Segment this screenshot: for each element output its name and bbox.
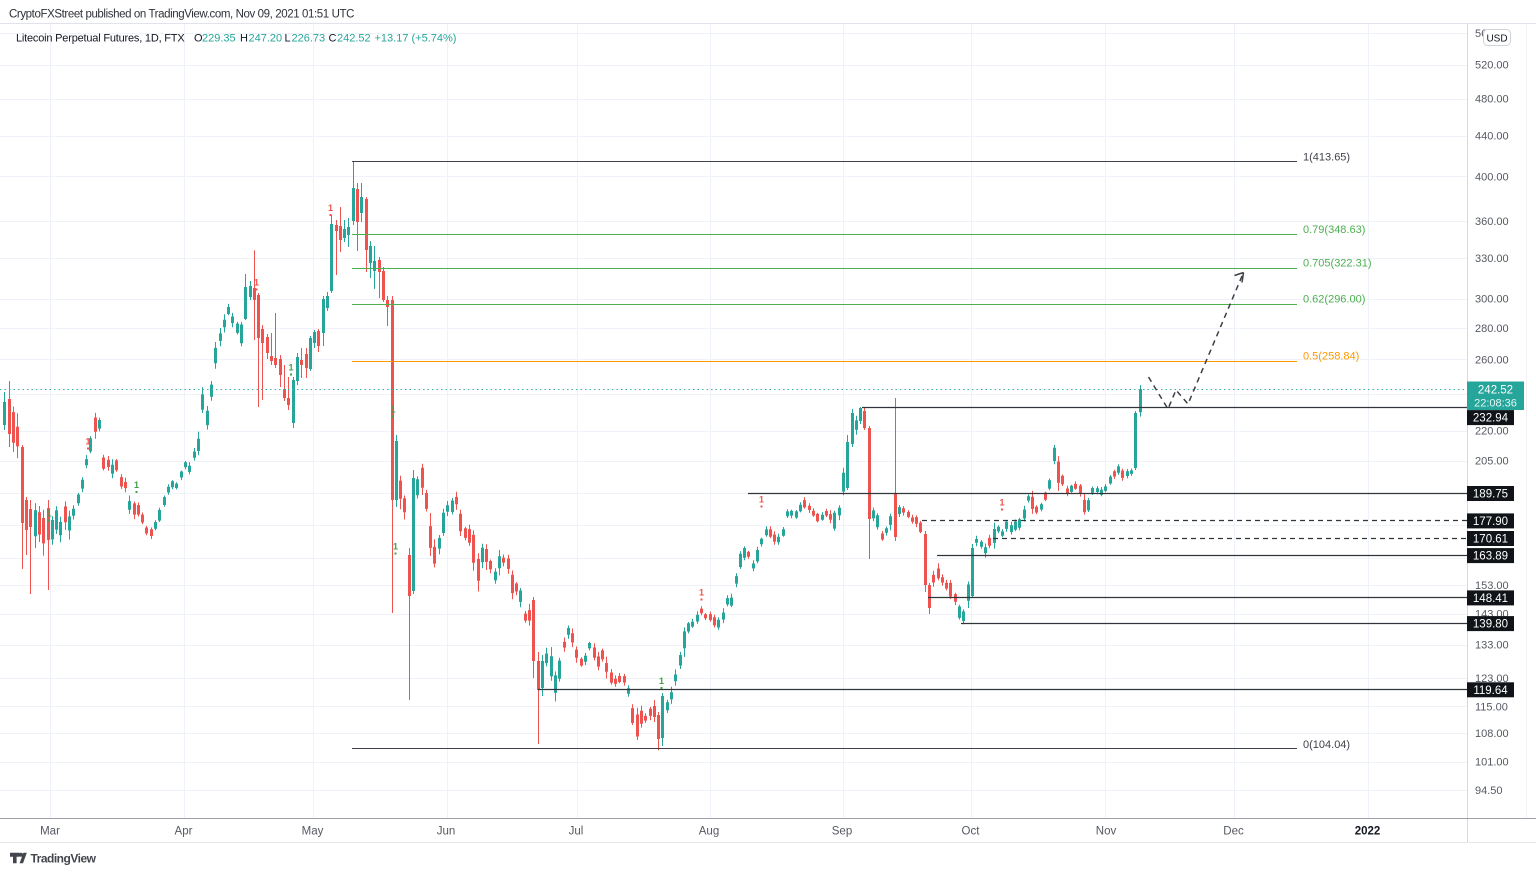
svg-text:139.80: 139.80: [1473, 619, 1508, 631]
svg-text:Jul: Jul: [569, 826, 584, 838]
svg-text:USD: USD: [1486, 33, 1507, 44]
svg-text:1: 1: [288, 363, 293, 373]
svg-text:CryptoFXStreet published on Tr: CryptoFXStreet published on TradingView.…: [9, 9, 354, 21]
svg-text:1: 1: [328, 203, 333, 213]
svg-text:H: H: [240, 33, 248, 45]
svg-text:119.64: 119.64: [1473, 685, 1508, 697]
svg-text:0(104.04): 0(104.04): [1303, 739, 1350, 751]
svg-text:C: C: [329, 33, 337, 45]
svg-text:1: 1: [134, 480, 139, 490]
svg-text:1: 1: [85, 437, 90, 447]
svg-text:1: 1: [254, 278, 259, 288]
svg-text:153.00: 153.00: [1475, 580, 1509, 592]
svg-text:520.00: 520.00: [1475, 60, 1509, 72]
svg-text:1: 1: [46, 509, 51, 519]
svg-text:330.00: 330.00: [1475, 253, 1509, 265]
svg-text:TradingView: TradingView: [31, 852, 97, 866]
svg-text:242.52: 242.52: [337, 33, 371, 45]
svg-text:133.00: 133.00: [1475, 640, 1509, 652]
svg-text:L: L: [285, 33, 291, 45]
svg-text:May: May: [302, 826, 324, 838]
svg-text:101.00: 101.00: [1475, 757, 1509, 769]
svg-text:22:08:36: 22:08:36: [1474, 398, 1517, 410]
svg-text:440.00: 440.00: [1475, 131, 1509, 143]
svg-text:123.00: 123.00: [1475, 673, 1509, 685]
svg-text:1(413.65): 1(413.65): [1303, 152, 1350, 164]
svg-text:Aug: Aug: [699, 826, 719, 838]
svg-text:480.00: 480.00: [1475, 94, 1509, 106]
svg-text:229.35: 229.35: [202, 33, 236, 45]
svg-text:Oct: Oct: [962, 826, 981, 838]
svg-text:Sep: Sep: [832, 826, 852, 838]
svg-text:170.61: 170.61: [1473, 534, 1508, 546]
svg-text:108.00: 108.00: [1475, 728, 1509, 740]
svg-text:0.705(322.31): 0.705(322.31): [1303, 258, 1372, 270]
svg-text:148.41: 148.41: [1473, 593, 1508, 605]
svg-text:1: 1: [699, 588, 704, 598]
svg-text:280.00: 280.00: [1475, 323, 1509, 335]
svg-text:189.75: 189.75: [1473, 489, 1508, 501]
svg-text:177.90: 177.90: [1473, 516, 1508, 528]
svg-text:Dec: Dec: [1223, 826, 1244, 838]
svg-text:400.00: 400.00: [1475, 171, 1509, 183]
svg-text:1: 1: [659, 676, 664, 686]
svg-text:Apr: Apr: [175, 826, 193, 838]
svg-text:Litecoin Perpetual Futures, 1D: Litecoin Perpetual Futures, 1D, FTX: [16, 33, 185, 45]
svg-text:300.00: 300.00: [1475, 294, 1509, 306]
svg-text:0.62(296.00): 0.62(296.00): [1303, 294, 1365, 306]
svg-text:163.89: 163.89: [1473, 551, 1508, 563]
svg-text:247.20: 247.20: [249, 33, 283, 45]
svg-text:94.50: 94.50: [1475, 785, 1503, 797]
svg-text:Jun: Jun: [437, 826, 456, 838]
svg-text:0.5(258.84): 0.5(258.84): [1303, 351, 1359, 363]
svg-text:2022: 2022: [1355, 826, 1381, 838]
svg-text:232.94: 232.94: [1473, 413, 1509, 425]
svg-text:115.00: 115.00: [1475, 701, 1508, 713]
svg-text:1: 1: [393, 542, 398, 552]
svg-text:0.79(348.63): 0.79(348.63): [1303, 224, 1365, 236]
svg-text:226.73: 226.73: [292, 33, 326, 45]
svg-text:360.00: 360.00: [1475, 216, 1509, 228]
svg-text:260.00: 260.00: [1475, 355, 1509, 367]
svg-text:Nov: Nov: [1096, 826, 1117, 838]
svg-text:Mar: Mar: [40, 826, 60, 838]
svg-text:O: O: [194, 33, 203, 45]
svg-text:205.00: 205.00: [1475, 456, 1509, 468]
svg-text:242.52: 242.52: [1478, 385, 1513, 397]
svg-text:220.00: 220.00: [1475, 426, 1509, 438]
svg-text:1: 1: [390, 405, 395, 415]
svg-text:1: 1: [759, 495, 764, 505]
svg-text:+13.17 (+5.74%): +13.17 (+5.74%): [375, 33, 457, 45]
svg-text:1: 1: [999, 498, 1004, 508]
